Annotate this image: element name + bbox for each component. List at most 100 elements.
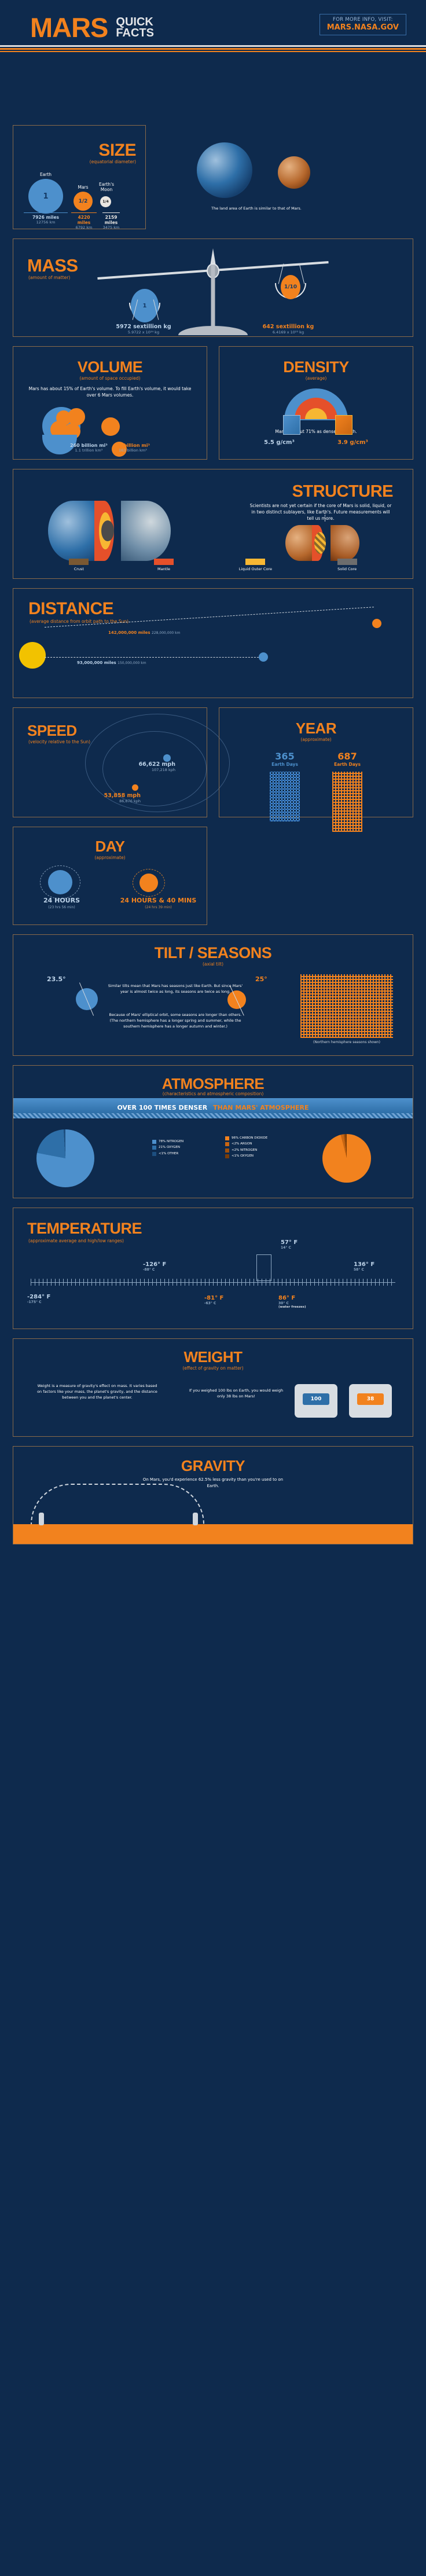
speed-mars-kph: 86,676 kph bbox=[119, 799, 141, 803]
mars-photo bbox=[278, 156, 310, 189]
gravity-ground bbox=[13, 1524, 413, 1544]
atm-legend-row-earth-1: 21% OXYGEN bbox=[152, 1144, 183, 1150]
distance-label-mars: 142,000,000 miles 228,000,000 km bbox=[108, 630, 180, 635]
atmosphere-band-earth bbox=[13, 1098, 413, 1113]
temp-mark-0: -284° F -175° C bbox=[27, 1294, 51, 1304]
weight-reading-mars: 38 bbox=[357, 1393, 384, 1405]
legend-swatch-solid-core bbox=[337, 559, 357, 565]
mass-mars-small: 6.4169 x 10²³ kg bbox=[272, 330, 304, 335]
volume-earth-km3: 1.1 trillion km³ bbox=[75, 448, 103, 453]
header-divider bbox=[0, 45, 426, 52]
size-miles-mars: 4220 miles bbox=[77, 215, 91, 225]
speed-section: SPEED (velocity relative to the Sun) 66,… bbox=[13, 707, 230, 817]
density-values: 5.5 g/cm³ 3.9 g/cm³ bbox=[219, 439, 413, 446]
atmosphere-pie-earth bbox=[36, 1129, 94, 1187]
year-earth-dotgrid bbox=[270, 772, 300, 821]
speed-dot-earth bbox=[163, 754, 171, 762]
atmosphere-banner-part2: THAN MARS' ATMOSPHERE bbox=[213, 1104, 309, 1111]
legend-item-solid-core: Solid Core bbox=[337, 559, 357, 571]
distance-mars-km: 228,000,000 km bbox=[152, 631, 181, 635]
density-subtitle: (average) bbox=[305, 376, 327, 381]
size-planet-row: Earth 1 Mars 1/2 Earth's Moon 1/4 bbox=[13, 166, 145, 214]
volume-subtitle: (amount of space occupied) bbox=[79, 376, 141, 381]
subtitle-line-quick: QUICK bbox=[116, 15, 153, 28]
season-bar-graphic bbox=[300, 974, 393, 1038]
structure-description: Scientists are not yet certain if the co… bbox=[249, 503, 392, 521]
size-section: SIZE (equatorial diameter) Earth 1 Mars … bbox=[13, 125, 146, 230]
temperature-section: TEMPERATURE (approximate average and hig… bbox=[13, 1208, 413, 1329]
header: MARS QUICK FACTS FOR MORE INFO, VISIT: M… bbox=[0, 0, 426, 52]
orbit-arc-outer bbox=[85, 714, 230, 812]
more-info-box[interactable]: FOR MORE INFO, VISIT: MARS.NASA.GOV bbox=[319, 14, 406, 35]
distance-subtitle: (average distance from orbit path to the… bbox=[30, 619, 129, 624]
gravity-figure-start bbox=[39, 1513, 44, 1525]
gravity-figure-end bbox=[193, 1513, 198, 1525]
atmosphere-section: ATMOSPHERE (characteristics and atmosphe… bbox=[13, 1065, 413, 1198]
volume-earth-values: 260 billion mi³ 1.1 trillion km³ bbox=[70, 443, 108, 453]
distance-label-earth: 93,000,000 miles 150,000,000 km bbox=[77, 660, 146, 665]
speed-value-mars: 53,858 mph 86,676 kph bbox=[77, 792, 141, 803]
temp-mark-5: 136° F 58° C bbox=[354, 1261, 375, 1272]
legend-label-mantle: Mantle bbox=[157, 567, 171, 571]
distance-dot-earth bbox=[259, 652, 268, 662]
size-side-imagery: The land area of Earth is similar to tha… bbox=[168, 139, 399, 226]
density-title: DENSITY bbox=[283, 358, 349, 376]
size-label-mars: Mars bbox=[78, 185, 89, 190]
mass-value-mars: 642 sextillion kg 6.4169 x 10²³ kg bbox=[245, 324, 332, 335]
mass-value-earth: 5972 sextillion kg 5.9722 x 10²⁴ kg bbox=[100, 324, 187, 335]
size-circle-moon: 1/4 bbox=[100, 196, 111, 207]
weight-reading-earth: 100 bbox=[303, 1393, 329, 1405]
gravity-jump-arc bbox=[31, 1484, 204, 1524]
temp-mark-3: 57° F 14° C bbox=[281, 1239, 298, 1250]
mass-mars-big: 642 sextillion kg bbox=[262, 324, 314, 330]
speed-value-earth: 66,622 mph 107,218 kph bbox=[112, 761, 175, 772]
orbit-arc-inner bbox=[102, 731, 207, 806]
atmosphere-title: ATMOSPHERE bbox=[161, 1075, 265, 1092]
size-title: SIZE bbox=[98, 141, 136, 160]
distance-earth-km: 150,000,000 km bbox=[117, 661, 146, 665]
year-column-mars: 687 Earth Days bbox=[332, 751, 362, 832]
day-mars-value: 24 HOURS & 40 MINS bbox=[120, 897, 197, 904]
legend-swatch-liquid-outer-core bbox=[245, 559, 266, 565]
volume-mars-mi3: 39 billion mi³ bbox=[115, 443, 150, 448]
earth-photo bbox=[197, 142, 252, 198]
subtitle-quick-facts: QUICK FACTS bbox=[116, 15, 154, 40]
day-mars-note: (24 hrs 39 min) bbox=[145, 905, 172, 909]
year-earth-label: Earth Days bbox=[271, 762, 298, 767]
speed-dot-mars bbox=[132, 784, 138, 791]
legend-label-solid-core: Solid Core bbox=[337, 567, 357, 571]
temp-mark-4: 86° F 30° C (water freezes) bbox=[278, 1295, 306, 1309]
nasa-url-link[interactable]: MARS.NASA.GOV bbox=[326, 23, 399, 32]
atm-legend-row-earth-0: 78% NITROGEN bbox=[152, 1139, 183, 1144]
volume-values: 260 billion mi³ 1.1 trillion km³ 39 bill… bbox=[13, 443, 207, 453]
size-circle-mars: 1/2 bbox=[74, 192, 93, 211]
tilt-title: TILT / SEASONS bbox=[154, 944, 272, 962]
size-km-moon: 3475 km bbox=[102, 225, 120, 230]
day-value-mars: 24 HOURS & 40 MINS (24 hrs 39 min) bbox=[110, 897, 207, 909]
size-measure-mars: 4220 miles 6792 km bbox=[71, 212, 97, 230]
volume-mars-km3: 163 billion km³ bbox=[119, 448, 147, 453]
density-mars-value: 3.9 g/cm³ bbox=[337, 439, 368, 446]
subtitle-line-facts: FACTS bbox=[116, 27, 154, 40]
year-mars-dotgrid bbox=[332, 772, 362, 832]
year-section: YEAR (approximate) 365 Earth Days 687 Ea… bbox=[219, 707, 413, 832]
speed-subtitle: (velocity relative to the Sun) bbox=[28, 739, 91, 744]
year-column-earth: 365 Earth Days bbox=[270, 751, 300, 832]
page-title: MARS bbox=[30, 12, 108, 43]
temperature-title: TEMPERATURE bbox=[27, 1220, 142, 1237]
size-measure-earth: 7926 miles 12756 km bbox=[24, 212, 68, 225]
size-measure-moon: 2159 miles 3475 km bbox=[102, 212, 120, 230]
size-note: The land area of Earth is similar to tha… bbox=[211, 206, 302, 211]
density-cutaway-graphic bbox=[284, 388, 348, 427]
atmosphere-legend-earth: 78% NITROGEN 21% OXYGEN <1% OTHER bbox=[152, 1139, 183, 1157]
gravity-title: GRAVITY bbox=[181, 1457, 245, 1474]
density-description: Mars is about 71% as dense as Earth. bbox=[275, 429, 357, 434]
mass-earth-small: 5.9722 x 10²⁴ kg bbox=[127, 330, 160, 335]
weight-subtitle: (effect of gravity on matter) bbox=[182, 1366, 244, 1371]
temperature-subtitle: (approximate average and high/low ranges… bbox=[28, 1238, 124, 1243]
density-cube-earth bbox=[283, 415, 300, 435]
year-earth-number: 365 bbox=[275, 751, 295, 762]
year-title: YEAR bbox=[295, 720, 337, 737]
weight-scale-mars: 38 bbox=[349, 1384, 392, 1418]
year-mars-label: Earth Days bbox=[334, 762, 361, 767]
